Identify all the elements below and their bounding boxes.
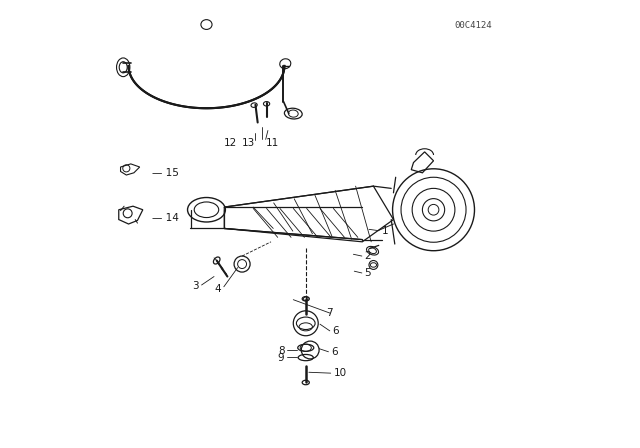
- Text: 00C4124: 00C4124: [455, 22, 492, 30]
- Text: 9: 9: [278, 353, 284, 362]
- Text: 7: 7: [326, 308, 332, 318]
- Text: 6: 6: [332, 326, 339, 336]
- Text: 2: 2: [365, 251, 371, 261]
- Text: 5: 5: [365, 268, 371, 278]
- Text: 8: 8: [278, 346, 284, 356]
- Text: 1: 1: [381, 226, 388, 236]
- Text: 11: 11: [266, 138, 279, 147]
- Text: — 14: — 14: [152, 213, 179, 223]
- Text: — 15: — 15: [152, 168, 179, 178]
- Text: 10: 10: [333, 368, 346, 378]
- Text: 4: 4: [214, 284, 221, 293]
- Text: 13: 13: [242, 138, 255, 147]
- Text: 6: 6: [331, 347, 338, 357]
- Text: 3: 3: [192, 281, 199, 291]
- Text: 12: 12: [223, 138, 237, 147]
